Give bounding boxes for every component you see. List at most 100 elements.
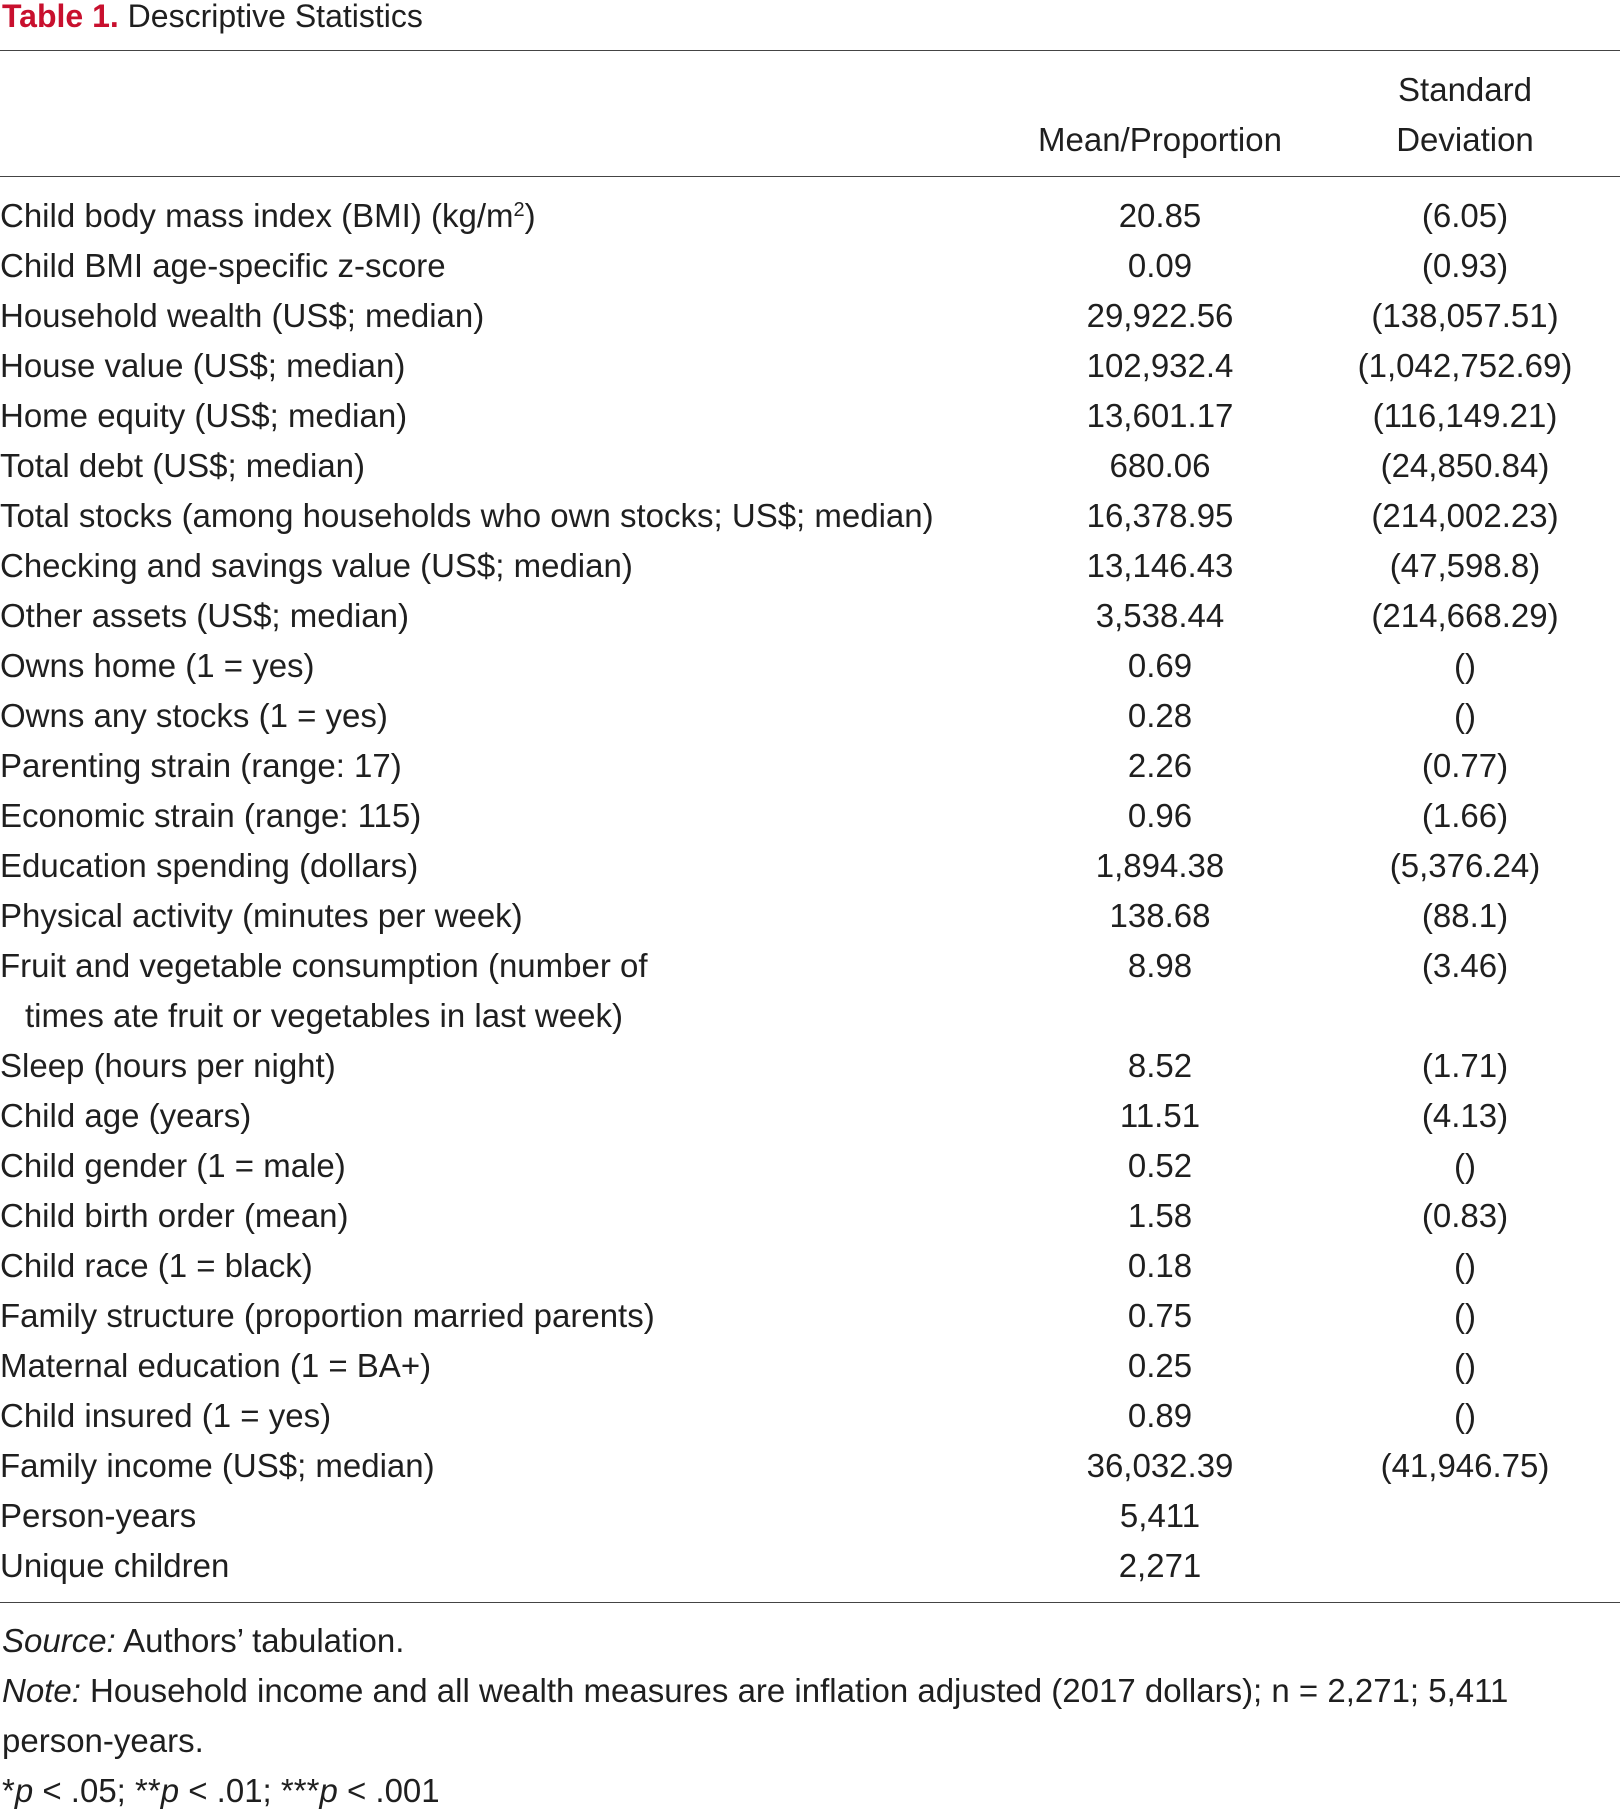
table-row: Child age (years) 11.51 (4.13) — [0, 1091, 1620, 1141]
general-note: Note: Household income and all wealth me… — [2, 1666, 1617, 1766]
variable-label: Family structure (proportion married par… — [0, 1297, 655, 1334]
variable-label: Education spending (dollars) — [0, 847, 419, 884]
table-title: Descriptive Statistics — [127, 0, 423, 34]
sd-value: (1.71) — [1421, 1047, 1509, 1084]
mean-value: 102,932.4 — [1086, 347, 1234, 384]
mean-value: 0.28 — [1127, 697, 1193, 734]
sd-value: () — [1454, 1147, 1476, 1184]
table-row: Family structure (proportion married par… — [0, 1291, 1620, 1341]
sd-value: (4.13) — [1421, 1097, 1509, 1134]
variable-label: Maternal education (1 = BA+) — [0, 1347, 432, 1384]
note-text: Household income and all wealth measures… — [2, 1672, 1509, 1759]
sd-value: () — [1454, 1397, 1476, 1434]
top-rule — [0, 50, 1620, 51]
variable-label: Child BMI age-specific z-score — [0, 247, 446, 284]
mean-value: 2.26 — [1127, 747, 1193, 784]
sig-01: **p < .01; — [135, 1772, 281, 1809]
sd-value: () — [1454, 1247, 1476, 1284]
header-sd-line1: Standard — [1398, 71, 1532, 108]
mean-value: 2,271 — [1118, 1547, 1202, 1584]
variable-label: Child race (1 = black) — [0, 1247, 313, 1284]
mean-value: 0.89 — [1127, 1397, 1193, 1434]
mean-value: 13,146.43 — [1086, 547, 1234, 584]
header-mean: Mean/Proportion — [1038, 121, 1282, 158]
mean-value: 36,032.39 — [1086, 1447, 1234, 1484]
header-sd-line2: Deviation — [1396, 121, 1534, 158]
mean-value: 0.96 — [1127, 797, 1193, 834]
table-row: Child birth order (mean) 1.58 (0.83) — [0, 1191, 1620, 1241]
sig-001: ***p < .001 — [280, 1772, 440, 1809]
sd-value: (214,002.23) — [1371, 497, 1559, 534]
table-row: Education spending (dollars) 1,894.38 (5,3… — [0, 841, 1620, 891]
sd-value: () — [1454, 1297, 1476, 1334]
table-row: Child insured (1 = yes) 0.89 () — [0, 1391, 1620, 1441]
header-rule — [0, 176, 1620, 177]
variable-label: Other assets (US$; median) — [0, 597, 409, 634]
table-body: Child body mass index (BMI) (kg/m2) 20.85… — [0, 191, 1620, 1591]
mean-value: 8.52 — [1127, 1047, 1193, 1084]
sd-value: () — [1454, 697, 1476, 734]
variable-label: Child age (years) — [0, 1097, 252, 1134]
variable-label: Sleep (hours per night) — [0, 1047, 336, 1084]
table-row: Owns any stocks (1 = yes) 0.28 () — [0, 691, 1620, 741]
sd-value: (116,149.21) — [1372, 397, 1558, 434]
sd-value: (6.05) — [1421, 197, 1509, 234]
mean-value: 0.18 — [1127, 1247, 1193, 1284]
mean-value: 680.06 — [1109, 447, 1211, 484]
variable-label: Total debt (US$; median) — [0, 447, 366, 484]
sd-value: (5,376.24) — [1389, 847, 1541, 884]
table-row: Parenting strain (range: 17) 2.26 (0.77) — [0, 741, 1620, 791]
note-label: Note: — [2, 1672, 81, 1709]
mean-value: 1,894.38 — [1095, 847, 1225, 884]
table-row: Other assets (US$; median) 3,538.44 (214,6… — [0, 591, 1620, 641]
table-row: Family income (US$; median) 36,032.39 (41,… — [0, 1441, 1620, 1491]
table-row: Total debt (US$; median) 680.06 (24,850.84… — [0, 441, 1620, 491]
mean-value: 20.85 — [1118, 197, 1202, 234]
mean-value: 8.98 — [1127, 947, 1193, 984]
variable-label: Person-years — [0, 1497, 197, 1534]
sd-value: (88.1) — [1421, 897, 1509, 934]
table-row: House value (US$; median) 102,932.4 (1,042… — [0, 341, 1620, 391]
variable-label: Checking and savings value (US$; median) — [0, 547, 633, 584]
mean-value: 29,922.56 — [1086, 297, 1234, 334]
mean-value: 0.25 — [1127, 1347, 1193, 1384]
table-row: Person-years 5,411 — [0, 1491, 1620, 1541]
sd-value: (3.46) — [1421, 947, 1509, 984]
table-row: Child BMI age-specific z-score 0.09 (0.93) — [0, 241, 1620, 291]
variable-label: Fruit and vegetable consumption (number … — [0, 947, 648, 1034]
sd-value: (0.83) — [1421, 1197, 1509, 1234]
variable-label: Owns home (1 = yes) — [0, 647, 315, 684]
table-row: Fruit and vegetable consumption (number … — [0, 941, 1620, 1041]
mean-value: 11.51 — [1119, 1097, 1201, 1134]
bottom-rule — [0, 1602, 1620, 1603]
mean-value: 0.09 — [1127, 247, 1193, 284]
table-notes: Source: Authors’ tabulation. Note: House… — [2, 1616, 1617, 1816]
source-label: Source: — [2, 1622, 116, 1659]
significance-note: *p < .05; **p < .01; ***p < .001 — [2, 1766, 1617, 1816]
variable-label: Owns any stocks (1 = yes) — [0, 697, 388, 734]
mean-value: 5,411 — [1119, 1497, 1201, 1534]
table-row: Unique children 2,271 — [0, 1541, 1620, 1591]
table-row: Home equity (US$; median) 13,601.17 (116,1… — [0, 391, 1620, 441]
mean-value: 0.52 — [1127, 1147, 1193, 1184]
sd-value — [1310, 1491, 1620, 1541]
table-number: Table 1. — [2, 0, 119, 34]
table-row: Child race (1 = black) 0.18 () — [0, 1241, 1620, 1291]
table-row: Owns home (1 = yes) 0.69 () — [0, 641, 1620, 691]
sd-value: (47,598.8) — [1389, 547, 1541, 584]
variable-label: Child body mass index (BMI) (kg/m2) — [0, 197, 536, 234]
variable-label: Child insured (1 = yes) — [0, 1397, 332, 1434]
variable-label: Economic strain (range: 115) — [0, 797, 422, 834]
variable-label: Home equity (US$; median) — [0, 397, 408, 434]
sig-05: *p < .05; — [2, 1772, 136, 1809]
mean-value: 13,601.17 — [1086, 397, 1234, 434]
sd-value: () — [1454, 647, 1476, 684]
variable-label: Child birth order (mean) — [0, 1197, 349, 1234]
mean-value: 138.68 — [1109, 897, 1211, 934]
table-row: Economic strain (range: 115) 0.96 (1.66) — [0, 791, 1620, 841]
statistics-table: Child body mass index (BMI) (kg/m2) 20.85… — [0, 191, 1620, 1591]
table-row: Household wealth (US$; median) 29,922.56 (… — [0, 291, 1620, 341]
source-text: Authors’ tabulation. — [115, 1622, 405, 1659]
table-row: Total stocks (among households who own s… — [0, 491, 1620, 541]
